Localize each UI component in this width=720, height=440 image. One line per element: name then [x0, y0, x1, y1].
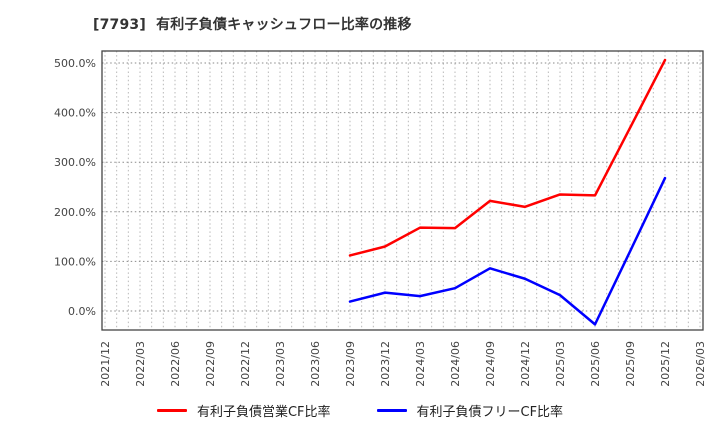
- x-axis-tick-label: 2024/06: [449, 341, 462, 387]
- chart-title: [7793] 有利子負債キャッシュフロー比率の推移: [93, 17, 412, 33]
- x-axis-tick-label: 2021/12: [99, 341, 112, 387]
- x-axis-tick-label: 2022/12: [239, 341, 252, 387]
- x-axis-tick-label: 2025/09: [624, 341, 637, 387]
- legend-item-operating-cf: 有利子負債営業CF比率: [156, 401, 331, 420]
- x-axis-tick-label: 2023/06: [309, 341, 322, 387]
- x-axis-tick-label: 2024/03: [414, 341, 427, 387]
- x-axis-tick-label: 2024/09: [484, 341, 497, 387]
- x-axis-tick-label: 2025/03: [554, 341, 567, 387]
- x-axis-tick-label: 2022/03: [134, 341, 147, 387]
- x-axis-tick-label: 2022/09: [204, 341, 217, 387]
- x-axis-tick-label: 2025/06: [589, 341, 602, 387]
- chart-legend: 有利子負債営業CF比率 有利子負債フリーCF比率: [0, 401, 720, 420]
- y-axis-tick-label: 300.0%: [54, 156, 96, 169]
- x-axis-tick-label: 2025/12: [659, 341, 672, 387]
- y-axis-tick-label: 400.0%: [54, 107, 96, 120]
- y-axis-tick-label: 100.0%: [54, 255, 96, 268]
- legend-label-free-cf: 有利子負債フリーCF比率: [416, 405, 564, 420]
- x-axis-tick-label: 2023/09: [344, 341, 357, 387]
- x-axis-tick-label: 2026/03: [694, 341, 707, 387]
- series-operating-cf-line: [348, 58, 667, 257]
- legend-line-free-cf-icon: [376, 409, 407, 412]
- legend-line-operating-cf-icon: [156, 409, 187, 412]
- x-axis-tick-label: 2022/06: [169, 341, 182, 387]
- y-axis-tick-label: 200.0%: [54, 206, 96, 219]
- legend-label-operating-cf: 有利子負債営業CF比率: [196, 405, 331, 420]
- y-axis-tick-label: 500.0%: [54, 57, 96, 70]
- plot-frame: [101, 50, 704, 331]
- legend-item-free-cf: 有利子負債フリーCF比率: [376, 401, 564, 420]
- y-axis-tick-label: 0.0%: [68, 305, 96, 318]
- x-axis-tick-label: 2024/12: [519, 341, 532, 387]
- chart-canvas: 0.0% 100.0% 200.0% 300.0% 400.0% 500.0% 2021/1…: [54, 50, 707, 387]
- series-free-cf-line: [348, 176, 667, 326]
- x-axis-tick-label: 2023/03: [274, 341, 287, 387]
- x-axis-tick-label: 2023/12: [379, 341, 392, 387]
